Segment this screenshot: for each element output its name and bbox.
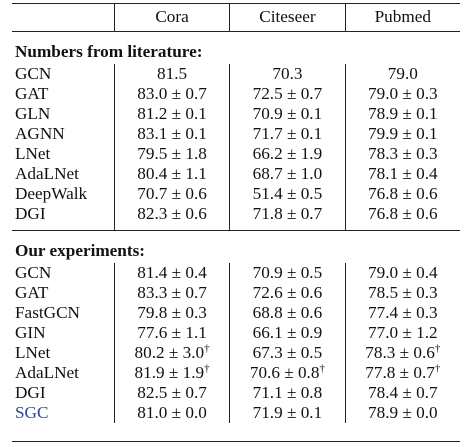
- cell-method: DGI: [15, 204, 46, 223]
- section-gap: [12, 224, 460, 231]
- cell-pubmed: 78.3 ± 0.3: [344, 144, 460, 164]
- cell-cora: 83.0 ± 0.7: [113, 84, 230, 104]
- cell-citeseer: 67.3 ± 0.5: [229, 343, 346, 363]
- cell-method: AdaLNet: [15, 363, 79, 382]
- cell-method: GCN: [15, 64, 52, 83]
- cell-cora: 77.6 ± 1.1: [113, 323, 230, 343]
- cell-pubmed: 78.3 ± 0.6†: [344, 343, 460, 363]
- section-title-row: Our experiments:: [12, 230, 460, 263]
- cell-method: FastGCN: [15, 303, 80, 322]
- cell-cora: 81.0 ± 0.0: [113, 403, 230, 423]
- cell-method: AGNN: [15, 124, 65, 143]
- cell-pubmed: 78.9 ± 0.0: [344, 403, 460, 423]
- cell-method: AdaLNet: [15, 164, 79, 183]
- cell-cora: 82.3 ± 0.6: [113, 204, 230, 224]
- cell-cora: 82.5 ± 0.7: [113, 383, 230, 403]
- section-title-row: Numbers from literature:: [12, 32, 460, 65]
- cell-pubmed: 78.9 ± 0.1: [344, 104, 460, 124]
- cell-method: GIN: [15, 323, 46, 342]
- cell-pubmed: 79.0 ± 0.4: [344, 263, 460, 283]
- cell-citeseer: 51.4 ± 0.5: [229, 184, 346, 204]
- cell-cora: 83.3 ± 0.7: [113, 283, 230, 303]
- table-row: AGNN 83.1 ± 0.1 71.7 ± 0.1 79.9 ± 0.1: [12, 124, 460, 144]
- header-cell-cora: Cora: [113, 4, 230, 32]
- cell-method: GAT: [15, 84, 49, 103]
- table-row: GIN 77.6 ± 1.1 66.1 ± 0.9 77.0 ± 1.2: [12, 323, 460, 343]
- cell-cora: 81.9 ± 1.9†: [113, 363, 230, 383]
- cell-cora: 81.2 ± 0.1: [113, 104, 230, 124]
- header-cell-citeseer: Citeseer: [229, 4, 346, 32]
- cell-pubmed: 77.8 ± 0.7†: [344, 363, 460, 383]
- section-title: Our experiments:: [12, 230, 460, 263]
- table-row: GAT 83.0 ± 0.7 72.5 ± 0.7 79.0 ± 0.3: [12, 84, 460, 104]
- table-row: GLN 81.2 ± 0.1 70.9 ± 0.1 78.9 ± 0.1: [12, 104, 460, 124]
- cell-cora: 80.4 ± 1.1: [113, 164, 230, 184]
- cell-citeseer: 68.7 ± 1.0: [229, 164, 346, 184]
- cell-pubmed: 78.1 ± 0.4: [344, 164, 460, 184]
- cell-pubmed: 76.8 ± 0.6: [344, 184, 460, 204]
- cell-cora: 79.5 ± 1.8: [113, 144, 230, 164]
- cell-pubmed: 79.9 ± 0.1: [344, 124, 460, 144]
- cell-citeseer: 70.9 ± 0.1: [229, 104, 346, 124]
- table-row: LNet 79.5 ± 1.8 66.2 ± 1.9 78.3 ± 0.3: [12, 144, 460, 164]
- cell-pubmed: 79.0: [344, 64, 460, 84]
- table-row: DeepWalk 70.7 ± 0.6 51.4 ± 0.5 76.8 ± 0.6: [12, 184, 460, 204]
- cell-method: GAT: [15, 283, 49, 302]
- cell-citeseer: 71.7 ± 0.1: [229, 124, 346, 144]
- table-header-row: Cora Citeseer Pubmed: [12, 4, 460, 32]
- cell-method: GLN: [15, 104, 51, 123]
- table-row: AdaLNet 81.9 ± 1.9† 70.6 ± 0.8† 77.8 ± 0.7†: [12, 363, 460, 383]
- cell-cora: 81.5: [113, 64, 230, 84]
- cell-citeseer: 72.6 ± 0.6: [229, 283, 346, 303]
- cell-pubmed: 77.0 ± 1.2: [344, 323, 460, 343]
- cell-method: LNet: [15, 144, 51, 163]
- results-table: Cora Citeseer Pubmed Numbers from litera…: [12, 4, 460, 423]
- table-row: GCN 81.4 ± 0.4 70.9 ± 0.5 79.0 ± 0.4: [12, 263, 460, 283]
- section-title: Numbers from literature:: [15, 42, 203, 61]
- cell-citeseer: 66.2 ± 1.9: [229, 144, 346, 164]
- cell-pubmed: 76.8 ± 0.6: [344, 204, 460, 224]
- table-row: GCN 81.5 70.3 79.0: [12, 64, 460, 84]
- cell-citeseer: 70.6 ± 0.8†: [229, 363, 346, 383]
- cell-citeseer: 68.8 ± 0.6: [229, 303, 346, 323]
- cell-method: DGI: [15, 383, 46, 402]
- table-row: DGI 82.3 ± 0.6 71.8 ± 0.7 76.8 ± 0.6: [12, 204, 460, 224]
- cell-citeseer: 71.1 ± 0.8: [229, 383, 346, 403]
- table-top-rule: [12, 3, 460, 4]
- cell-citeseer: 71.8 ± 0.7: [229, 204, 346, 224]
- cell-method: SGC: [15, 403, 49, 422]
- cell-citeseer: 66.1 ± 0.9: [229, 323, 346, 343]
- table-row: LNet 80.2 ± 3.0† 67.3 ± 0.5 78.3 ± 0.6†: [12, 343, 460, 363]
- cell-pubmed: 78.5 ± 0.3: [344, 283, 460, 303]
- cell-pubmed: 79.0 ± 0.3: [344, 84, 460, 104]
- cell-cora: 70.7 ± 0.6: [113, 184, 230, 204]
- table-row: AdaLNet 80.4 ± 1.1 68.7 ± 1.0 78.1 ± 0.4: [12, 164, 460, 184]
- cell-citeseer: 72.5 ± 0.7: [229, 84, 346, 104]
- table-bottom-rule: [12, 441, 460, 442]
- header-cell-pubmed: Pubmed: [344, 4, 460, 32]
- table-row: GAT 83.3 ± 0.7 72.6 ± 0.6 78.5 ± 0.3: [12, 283, 460, 303]
- cell-citeseer: 71.9 ± 0.1: [229, 403, 346, 423]
- cell-citeseer: 70.3: [229, 64, 346, 84]
- cell-method: DeepWalk: [15, 184, 88, 203]
- table-row: FastGCN 79.8 ± 0.3 68.8 ± 0.6 77.4 ± 0.3: [12, 303, 460, 323]
- cell-pubmed: 77.4 ± 0.3: [344, 303, 460, 323]
- cell-citeseer: 70.9 ± 0.5: [229, 263, 346, 283]
- cell-cora: 80.2 ± 3.0†: [113, 343, 230, 363]
- cell-cora: 81.4 ± 0.4: [113, 263, 230, 283]
- cell-cora: 79.8 ± 0.3: [113, 303, 230, 323]
- table-row: SGC 81.0 ± 0.0 71.9 ± 0.1 78.9 ± 0.0: [12, 403, 460, 423]
- cell-method: LNet: [15, 343, 51, 362]
- cell-method: GCN: [15, 263, 52, 282]
- cell-pubmed: 78.4 ± 0.7: [344, 383, 460, 403]
- header-cell-method: [12, 4, 115, 32]
- cell-cora: 83.1 ± 0.1: [113, 124, 230, 144]
- table-body: Numbers from literature: GCN 81.5 70.3 79.0 G…: [12, 32, 460, 423]
- table-row: DGI 82.5 ± 0.7 71.1 ± 0.8 78.4 ± 0.7: [12, 383, 460, 403]
